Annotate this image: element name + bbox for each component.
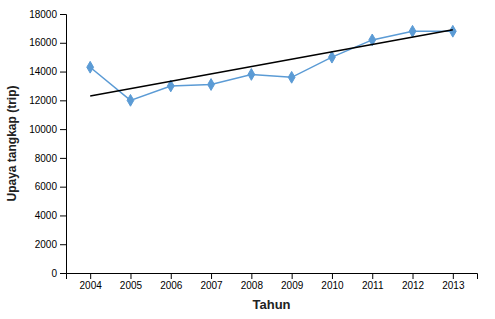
tick: 2011 — [362, 273, 384, 291]
tick-label: 2004 — [80, 280, 103, 291]
tick: 2013 — [442, 273, 465, 291]
tick-label: 2005 — [120, 280, 143, 291]
tick-label: 18000 — [29, 9, 57, 20]
tick: 2005 — [120, 273, 143, 291]
tick-label: 2009 — [281, 280, 304, 291]
y-axis: 0 2000 4000 6000 8000 10000 12000 14000 16000 180… — [29, 9, 66, 279]
tick: 6000 — [35, 181, 66, 192]
tick-label: 4000 — [35, 210, 58, 221]
axis-domain — [60, 15, 67, 274]
tick: 10000 — [29, 124, 66, 135]
tick: 2006 — [160, 273, 183, 291]
tick-mark — [372, 273, 373, 279]
point — [409, 25, 416, 37]
tick: 14000 — [29, 66, 66, 77]
tick-mark — [60, 273, 66, 274]
tick-mark — [171, 273, 172, 279]
point — [449, 25, 456, 37]
point — [127, 94, 134, 106]
point — [248, 69, 255, 81]
tick-mark — [60, 43, 66, 44]
tick: 0 — [51, 268, 66, 279]
tick: 2007 — [200, 273, 223, 291]
tick-label: 2011 — [362, 280, 384, 291]
tick-mark — [60, 129, 66, 130]
tick-mark — [413, 273, 414, 279]
tick-label: 2007 — [200, 280, 223, 291]
tick: 18000 — [29, 9, 66, 20]
point — [87, 61, 94, 73]
tick-label: 2006 — [160, 280, 183, 291]
tick-mark — [292, 273, 293, 279]
tick: 8000 — [35, 153, 66, 164]
axis-domain — [67, 274, 478, 280]
tick-label: 2012 — [402, 280, 425, 291]
y-axis-title: Upaya tangkap (trip) — [5, 85, 19, 201]
x-axis: 2004 2005 2006 2007 2008 2009 2010 2011 2012 2013 — [67, 273, 478, 291]
tick: 2004 — [80, 273, 103, 291]
tick: 2000 — [35, 239, 66, 250]
tick-label: 2010 — [321, 280, 344, 291]
tick-label: 6000 — [35, 181, 58, 192]
tick-mark — [90, 273, 91, 279]
tick-label: 2013 — [442, 280, 465, 291]
tick-label: 14000 — [29, 66, 57, 77]
tick-label: 0 — [51, 268, 57, 279]
tick-mark — [251, 273, 252, 279]
plot: 2004 2005 2006 2007 2008 2009 2010 2011 2012 2013… — [29, 9, 477, 291]
point — [208, 79, 215, 91]
marks — [87, 25, 456, 106]
tick-mark — [211, 273, 212, 279]
series-line — [90, 30, 453, 96]
tick-label: 2000 — [35, 239, 58, 250]
tick-mark — [60, 72, 66, 73]
tick-label: 12000 — [29, 95, 57, 106]
tick: 2010 — [321, 273, 344, 291]
markers — [87, 25, 456, 106]
tick-mark — [332, 273, 333, 279]
tick: 2008 — [241, 273, 264, 291]
tick-label: 16000 — [29, 37, 57, 48]
tick-label: 2008 — [241, 280, 264, 291]
tick-mark — [60, 14, 66, 15]
tick-mark — [60, 187, 66, 188]
tick: 16000 — [29, 37, 66, 48]
tick-label: 8000 — [35, 153, 58, 164]
tick: 12000 — [29, 95, 66, 106]
series-line — [90, 31, 453, 100]
tick-mark — [60, 100, 66, 101]
point — [288, 71, 295, 83]
tick-mark — [453, 273, 454, 279]
x-axis-title: Tahun — [252, 297, 290, 312]
tick-mark — [60, 244, 66, 245]
tick-mark — [60, 215, 66, 216]
tick-mark — [60, 158, 66, 159]
tick-label: 10000 — [29, 124, 57, 135]
chart: 2004 2005 2006 2007 2008 2009 2010 2011 2012 2013… — [0, 0, 495, 319]
tick: 2009 — [281, 273, 304, 291]
tick: 4000 — [35, 210, 66, 221]
tick: 2012 — [402, 273, 425, 291]
tick-mark — [130, 273, 131, 279]
